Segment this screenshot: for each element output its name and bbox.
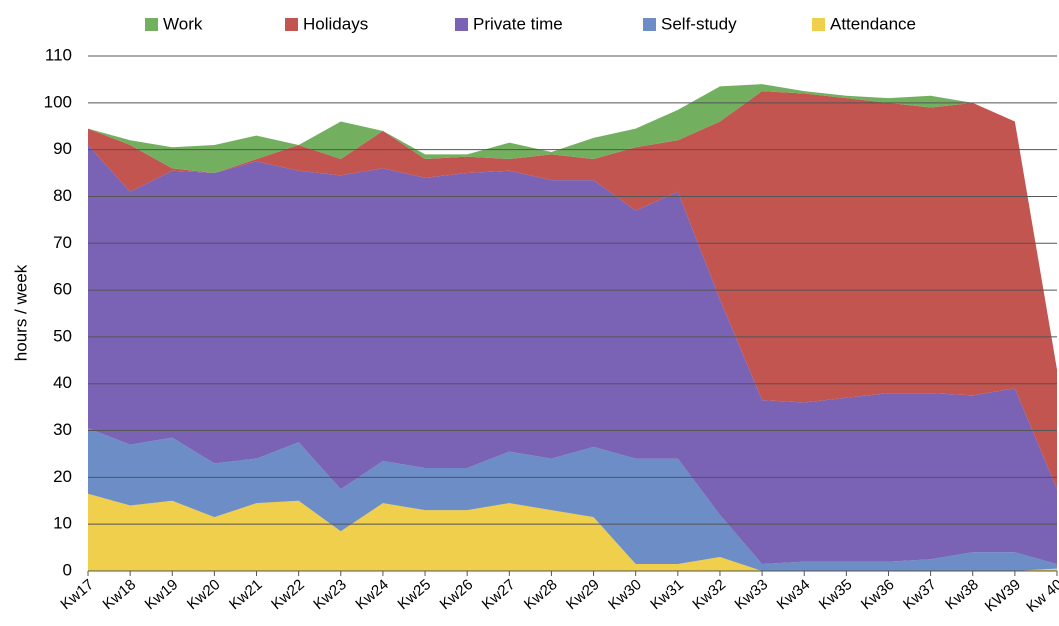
y-tick-label: 20 — [53, 467, 72, 486]
x-tick-label: Kw38 — [942, 576, 982, 613]
x-tick-label: Kw 40 — [1023, 576, 1059, 616]
x-tick-label: Kw22 — [268, 576, 308, 613]
x-tick-label: Kw35 — [816, 576, 856, 613]
x-tick-label: Kw19 — [142, 576, 182, 613]
x-tick-label: Kw31 — [647, 576, 687, 613]
x-tick-label: Kw26 — [437, 576, 477, 613]
y-tick-label: 50 — [53, 326, 72, 345]
area — [88, 493, 1057, 571]
legend-swatch — [145, 18, 158, 31]
y-tick-label: 0 — [63, 560, 72, 579]
legend-label: Attendance — [830, 14, 916, 33]
area — [88, 91, 1057, 490]
x-tick-label: Kw29 — [563, 576, 603, 613]
y-tick-label: 70 — [53, 233, 72, 252]
x-tick-label: Kw18 — [100, 576, 140, 613]
x-tick-label: Kw17 — [57, 576, 97, 613]
legend-label: Holidays — [303, 14, 368, 33]
x-tick-label: Kw20 — [184, 576, 224, 613]
x-tick-label: Kw23 — [310, 576, 350, 613]
y-axis-label: hours / week — [11, 264, 30, 361]
x-tick-label: Kw33 — [732, 576, 772, 613]
x-tick-label: Kw37 — [900, 576, 940, 613]
legend-label: Work — [163, 14, 203, 33]
legend-label: Private time — [473, 14, 563, 33]
area — [88, 144, 1057, 564]
y-tick-label: 60 — [53, 280, 72, 299]
legend-swatch — [643, 18, 656, 31]
x-tick-label: Kw36 — [858, 576, 898, 613]
x-tick-label: Kw34 — [774, 576, 814, 613]
y-tick-label: 80 — [53, 186, 72, 205]
x-tick-label: KW39 — [982, 576, 1024, 615]
y-tick-label: 100 — [44, 92, 72, 111]
y-tick-label: 110 — [45, 45, 72, 64]
y-tick-label: 10 — [53, 514, 72, 533]
x-tick-label: Kw30 — [605, 576, 645, 613]
x-tick-label: Kw28 — [521, 576, 561, 613]
y-tick-label: 90 — [53, 139, 72, 158]
legend-swatch — [812, 18, 825, 31]
area — [88, 428, 1057, 571]
x-tick-label: Kw32 — [689, 576, 729, 613]
x-tick-label: Kw25 — [394, 576, 434, 613]
x-tick-label: Kw24 — [352, 576, 392, 613]
x-tick-label: Kw21 — [226, 576, 266, 613]
x-tick-label: Kw27 — [479, 576, 519, 613]
y-tick-label: 40 — [53, 373, 72, 392]
y-tick-label: 30 — [53, 420, 72, 439]
legend-swatch — [455, 18, 468, 31]
legend-label: Self-study — [661, 14, 737, 33]
legend-swatch — [285, 18, 298, 31]
